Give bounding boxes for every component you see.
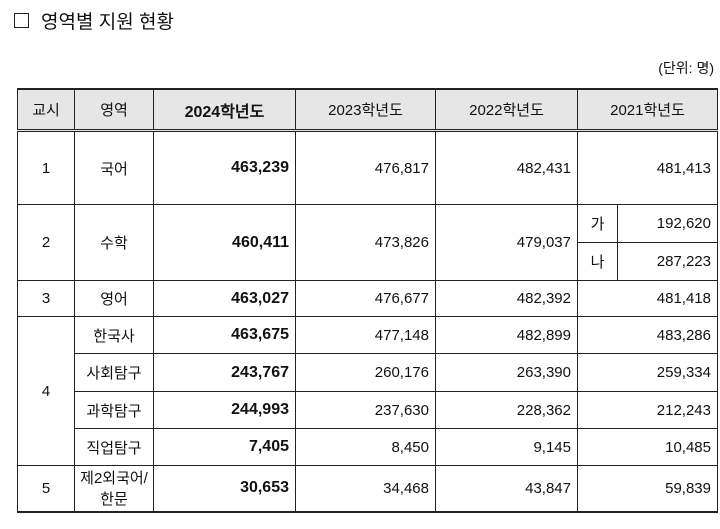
value: 260,176 [295, 353, 436, 392]
value: 10,485 [577, 428, 718, 466]
subject: 수학 [74, 204, 154, 281]
value: 192,620 [617, 204, 718, 243]
row: 2 수학 460,411 473,826 479,037 가 192,620 [17, 204, 718, 281]
value: 9,145 [435, 428, 578, 466]
value: 481,418 [577, 280, 718, 317]
row: 사회탐구 243,767 260,176 263,390 259,334 [18, 353, 718, 392]
value: 212,243 [577, 391, 718, 429]
subject: 과학탐구 [74, 391, 154, 429]
subject: 한국사 [74, 316, 154, 354]
value: 482,899 [435, 316, 578, 354]
subject: 제2외국어/한문 [74, 465, 154, 513]
row: 1 국어 463,239 476,817 482,431 481,413 [17, 130, 718, 205]
row: 4 한국사 463,675 477,148 482,899 483,286 [17, 316, 718, 466]
row: 3 영어 463,027 476,677 482,392 481,418 [17, 280, 718, 317]
period: 2 [17, 204, 75, 281]
split-label: 나 [577, 242, 618, 281]
value: 482,431 [435, 130, 578, 205]
period: 4 [17, 316, 75, 466]
period: 3 [17, 280, 75, 317]
value: 237,630 [295, 391, 436, 429]
value: 463,675 [153, 316, 296, 354]
value: 476,817 [295, 130, 436, 205]
value: 43,847 [435, 465, 578, 513]
value: 8,450 [295, 428, 436, 466]
value: 477,148 [295, 316, 436, 354]
unit-note: (단위: 명) [658, 60, 714, 76]
checkbox-icon [14, 13, 29, 28]
subject: 영어 [74, 280, 154, 317]
value: 287,223 [617, 242, 718, 281]
header-cell: 2021학년도 [577, 88, 718, 132]
value: 34,468 [295, 465, 436, 513]
row: 5 제2외국어/한문 30,653 34,468 43,847 59,839 [17, 465, 718, 513]
period: 5 [17, 465, 75, 513]
header-cell: 2023학년도 [295, 88, 436, 132]
value: 59,839 [577, 465, 718, 513]
header-row: 교시 영역 2024학년도 2023학년도 2022학년도 2021학년도 [17, 88, 718, 132]
header-cell: 영역 [74, 88, 154, 132]
value: 244,993 [153, 391, 296, 429]
value: 481,413 [577, 130, 718, 205]
value: 263,390 [435, 353, 578, 392]
subject: 사회탐구 [74, 353, 154, 392]
value: 228,362 [435, 391, 578, 429]
value: 7,405 [153, 428, 296, 466]
row: 과학탐구 244,993 237,630 228,362 212,243 [18, 391, 718, 429]
value: 476,677 [295, 280, 436, 317]
header-cell: 2024학년도 [153, 88, 296, 132]
title: 영역별 지원 현황 [14, 7, 174, 34]
value: 463,239 [153, 130, 296, 205]
row: 나 287,223 [18, 242, 718, 281]
value: 483,286 [577, 316, 718, 354]
value: 460,411 [153, 204, 296, 281]
header-cell: 2022학년도 [435, 88, 578, 132]
value: 473,826 [295, 204, 436, 281]
split-label: 가 [577, 204, 618, 243]
value: 463,027 [153, 280, 296, 317]
header-cell: 교시 [17, 88, 75, 132]
title-text: 영역별 지원 현황 [41, 12, 174, 33]
value: 259,334 [577, 353, 718, 392]
value: 30,653 [153, 465, 296, 513]
table: 교시 영역 2024학년도 2023학년도 2022학년도 2021학년도 1 … [17, 88, 718, 513]
subject: 직업탐구 [74, 428, 154, 466]
period: 1 [17, 130, 75, 205]
subject: 국어 [74, 130, 154, 205]
value: 479,037 [435, 204, 578, 281]
row: 직업탐구 7,405 8,450 9,145 10,485 [18, 428, 718, 466]
value: 243,767 [153, 353, 296, 392]
value: 482,392 [435, 280, 578, 317]
